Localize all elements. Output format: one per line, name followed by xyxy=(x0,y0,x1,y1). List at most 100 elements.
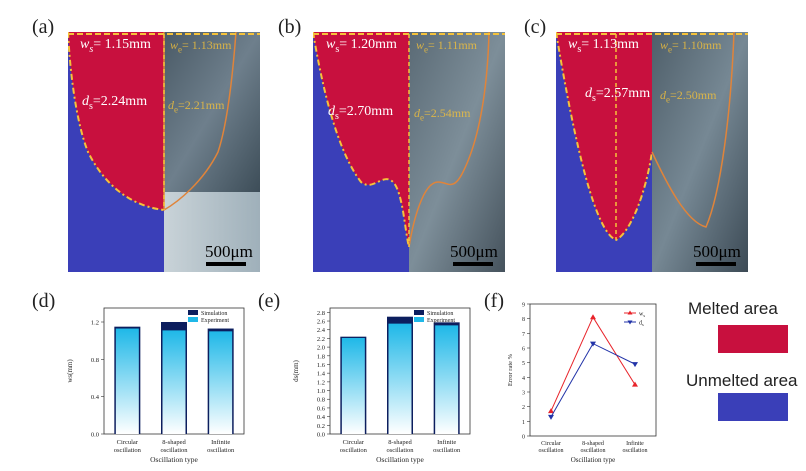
y-tick-label: 1.6 xyxy=(317,362,326,369)
y-tick-label: 9 xyxy=(522,303,525,309)
bar-experiment xyxy=(435,325,459,434)
x-axis-label: Oscillation type xyxy=(571,456,616,464)
x-tick-label: Circular xyxy=(541,441,561,447)
x-tick-label: oscillation xyxy=(340,447,368,454)
y-tick-label: 2.4 xyxy=(317,327,326,334)
legend-label-experiment: Experiment xyxy=(427,318,455,324)
ds-value-b: =2.70mm xyxy=(338,104,394,119)
bar-experiment xyxy=(115,328,139,434)
legend-swatch-simulation xyxy=(414,310,424,315)
x-axis-label: Oscillation type xyxy=(376,455,424,464)
ws-exp-c: 1.10mm xyxy=(681,38,722,52)
legend-swatch-experiment xyxy=(414,317,424,322)
y-tick-label: 3 xyxy=(522,391,525,397)
panel-label-b: (b) xyxy=(278,16,302,38)
y-tick-label: 7 xyxy=(522,332,525,338)
y-tick-label: 2.0 xyxy=(317,345,325,352)
series-point-ds xyxy=(590,341,596,347)
bar-experiment xyxy=(209,331,233,434)
micrograph-c xyxy=(556,32,748,272)
legend-melted-swatch xyxy=(718,325,788,353)
panel-label-e: (e) xyxy=(258,290,281,312)
plot-frame xyxy=(529,303,657,437)
legend-label-ds: ds xyxy=(639,321,644,328)
x-tick-label: Circular xyxy=(117,439,139,446)
y-axis-label: Error rate % xyxy=(507,353,514,386)
series-point-ws xyxy=(548,408,554,414)
y-tick-label: 1.0 xyxy=(317,388,325,395)
panel-label-a: (a) xyxy=(32,16,55,38)
ds-exp-b: =2.54mm xyxy=(424,106,471,120)
micrograph-a xyxy=(68,32,260,272)
legend-marker-ws xyxy=(627,310,633,315)
series-point-ds xyxy=(632,362,638,368)
x-tick-label: 8-shaped xyxy=(388,439,412,446)
ws-value-c: 1.13mm xyxy=(592,37,639,52)
ds-value-a: =2.24mm xyxy=(92,94,148,109)
x-tick-label: oscillation xyxy=(386,447,414,454)
x-tick-label: oscillation xyxy=(623,448,648,454)
panel-label-c: (c) xyxy=(524,16,547,38)
panel-label-f: (f) xyxy=(484,290,504,312)
legend-swatch-simulation xyxy=(188,310,198,315)
scale-bar-c: 500μm xyxy=(693,242,741,261)
y-tick-label: 8 xyxy=(522,317,525,323)
series-point-ds xyxy=(548,414,554,420)
chart-d: 0.00.40.81.2Circularoscillation8-shapedo… xyxy=(66,307,245,464)
y-tick-label: 0 xyxy=(522,435,525,441)
panel-label-d: (d) xyxy=(32,290,56,312)
x-tick-label: oscillation xyxy=(433,447,461,454)
y-tick-label: 0.4 xyxy=(91,394,100,401)
x-tick-label: Infinite xyxy=(211,439,230,446)
legend-melted-label: Melted area xyxy=(688,299,778,318)
x-tick-label: oscillation xyxy=(581,448,606,454)
y-tick-label: 0.6 xyxy=(317,405,326,412)
x-tick-label: 8-shaped xyxy=(582,441,604,447)
y-tick-label: 5 xyxy=(522,361,525,367)
legend-marker-ds xyxy=(627,320,633,325)
y-tick-label: 0.4 xyxy=(317,414,326,421)
y-tick-label: 0.2 xyxy=(317,423,325,430)
y-tick-label: 6 xyxy=(522,347,525,353)
bar-experiment xyxy=(162,330,186,434)
legend-swatch-experiment xyxy=(188,317,198,322)
y-tick-label: 1.4 xyxy=(317,371,326,378)
y-tick-label: 2.2 xyxy=(317,336,325,343)
y-tick-label: 2.8 xyxy=(317,310,325,317)
series-line-ws xyxy=(550,316,636,412)
x-tick-label: Infinite xyxy=(626,440,644,447)
y-tick-label: 1.2 xyxy=(91,320,99,327)
y-tick-label: 4 xyxy=(522,376,525,382)
y-tick-label: 0.0 xyxy=(317,432,325,439)
legend-label-experiment: Experiment xyxy=(201,318,229,324)
y-axis-label: ws(mm) xyxy=(66,359,74,383)
melted-region-a xyxy=(68,32,164,210)
y-tick-label: 2.6 xyxy=(317,319,326,326)
legend-unmelted-swatch xyxy=(718,393,788,421)
chart-e: 0.00.20.40.60.81.01.21.41.61.82.02.22.42… xyxy=(292,307,471,464)
y-tick-label: 2 xyxy=(522,405,525,411)
bar-experiment xyxy=(388,323,412,434)
bar-experiment xyxy=(341,337,365,434)
legend-label-simulation: Simulation xyxy=(201,311,227,317)
scale-bar-b: 500μm xyxy=(450,242,498,261)
x-axis-label: Oscillation type xyxy=(150,455,198,464)
ws-label-a: ws xyxy=(80,37,94,55)
y-tick-label: 1.2 xyxy=(317,379,325,386)
ds-value-c: =2.57mm xyxy=(595,86,651,101)
legend-label-simulation: Simulation xyxy=(427,311,453,317)
y-tick-label: 1 xyxy=(522,420,525,426)
ds-exp-a: =2.21mm xyxy=(178,98,225,112)
y-tick-label: 0.0 xyxy=(91,432,99,439)
x-tick-label: oscillation xyxy=(207,447,235,454)
ws-exp-a: 1.13mm xyxy=(191,38,232,52)
ws-value-b: 1.20mm xyxy=(350,37,397,52)
chart-f: 0123456789Circularoscillation8-shapedosc… xyxy=(507,303,657,464)
series-line-ds xyxy=(550,342,636,418)
y-tick-label: 0.8 xyxy=(91,357,99,364)
x-tick-label: oscillation xyxy=(539,448,564,454)
x-tick-label: Infinite xyxy=(437,439,456,446)
series-point-ws xyxy=(632,381,638,387)
x-tick-label: oscillation xyxy=(114,447,142,454)
y-tick-label: 0.8 xyxy=(317,397,325,404)
